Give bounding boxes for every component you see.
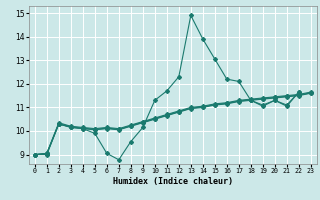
X-axis label: Humidex (Indice chaleur): Humidex (Indice chaleur) (113, 177, 233, 186)
